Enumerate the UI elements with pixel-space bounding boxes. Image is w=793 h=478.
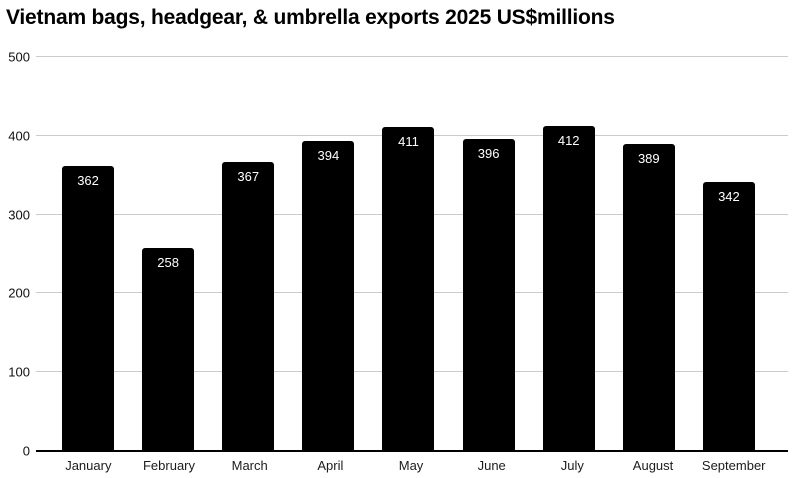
bar-value-label: 362 [77, 172, 99, 188]
x-tick-label: April [317, 458, 344, 473]
bar-slot: 362 [48, 57, 128, 451]
x-tick-label: February [142, 458, 196, 473]
bar-january: 362 [62, 165, 115, 451]
y-tick-label: 500 [8, 49, 30, 65]
y-tick-label: 100 [8, 364, 30, 380]
x-tick-label: March [231, 458, 268, 473]
bar-slot: 389 [609, 57, 689, 451]
x-axis-line [36, 450, 788, 452]
gridline [36, 56, 788, 57]
bar-value-label: 389 [637, 151, 660, 167]
x-tick-label: June [477, 458, 506, 473]
bar-july: 412 [542, 126, 595, 451]
bar-slot: 412 [529, 57, 609, 451]
bar-june: 396 [462, 138, 515, 451]
bar-march: 367 [222, 161, 275, 451]
bars-layer: 362 258 367 394 411 396 412 389 342 [48, 57, 769, 451]
plot-area: 362 258 367 394 411 396 412 389 342 [36, 56, 788, 452]
bar-february: 258 [142, 247, 195, 451]
x-tick-label: August [632, 458, 674, 473]
bar-slot: 258 [128, 57, 208, 451]
y-tick-label: 400 [8, 128, 30, 144]
bar-slot: 367 [208, 57, 288, 451]
bar-value-label: 367 [237, 168, 260, 184]
bar-slot: 411 [368, 57, 448, 451]
bar-value-label: 342 [718, 188, 740, 204]
bar-value-label: 394 [317, 147, 340, 163]
bar-september: 342 [702, 181, 755, 451]
y-tick-label: 0 [22, 443, 30, 459]
x-tick-label: May [398, 458, 424, 473]
bar-slot: 394 [288, 57, 368, 451]
x-axis: January February March April May June July Augu… [48, 458, 774, 476]
bar-slot: 342 [689, 57, 769, 451]
bar-value-label: 411 [398, 134, 419, 150]
bar-august: 389 [622, 144, 675, 451]
y-tick-label: 200 [8, 285, 30, 301]
bar-value-label: 412 [557, 133, 580, 149]
y-tick-label: 300 [8, 207, 30, 223]
x-tick-label: July [560, 458, 584, 473]
bar-slot: 396 [449, 57, 529, 451]
y-axis: 0 100 200 300 400 500 [0, 50, 30, 459]
x-tick-label: September [701, 458, 766, 473]
bar-value-label: 258 [157, 254, 179, 270]
bar-may: 411 [382, 127, 435, 451]
bar-value-label: 396 [477, 145, 500, 161]
bar-april: 394 [302, 140, 355, 451]
chart-title: Vietnam bags, headgear, & umbrella expor… [6, 6, 615, 29]
x-tick-label: January [65, 458, 112, 473]
